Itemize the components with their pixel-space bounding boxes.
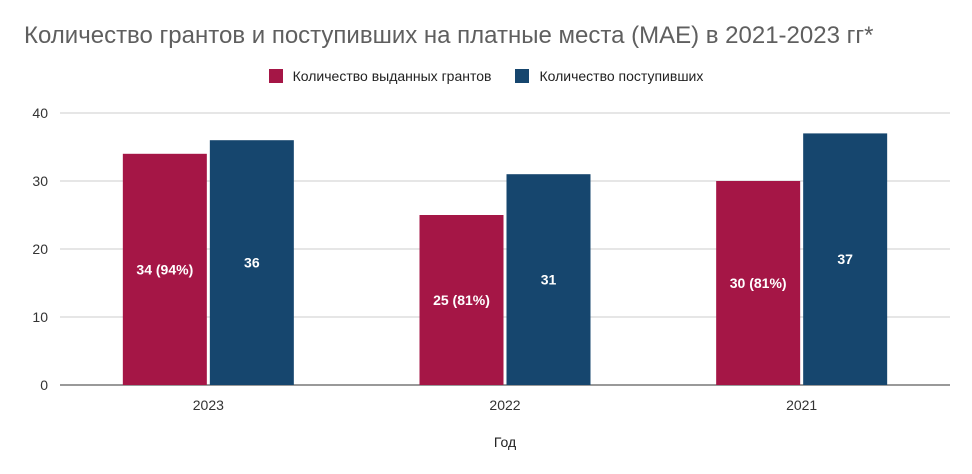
bar-enrolled-2023 [209,140,294,385]
x-tick-label-2023: 2023 [193,397,224,413]
bar-grants-2023 [122,153,207,385]
y-tick-label-0: 0 [40,377,48,393]
data-label-enrolled-2023: 36 [244,255,260,271]
data-label-enrolled-2021: 37 [837,251,853,267]
bar-enrolled-2021 [803,133,888,385]
y-tick-label-40: 40 [32,105,48,121]
legend-swatch-grants [268,69,283,83]
chart-title: Количество грантов и поступивших на плат… [24,22,874,49]
legend-item-grants: Количество выданных грантов [268,68,492,84]
bar-grants-2021 [716,181,801,385]
bar-enrolled-2022 [506,174,591,385]
data-label-grants-2022: 25 (81%) [433,292,490,308]
x-tick-label-2021: 2021 [786,397,817,413]
legend-label-grants: Количество выданных грантов [292,68,492,84]
data-label-grants-2021: 30 (81%) [730,275,787,291]
bar-grants-2022 [419,215,504,385]
legend: Количество выданных грантов Количество п… [0,68,972,84]
legend-item-enrolled: Количество поступивших [515,68,703,84]
legend-label-enrolled: Количество поступивших [539,68,704,84]
y-tick-label-20: 20 [32,241,48,257]
legend-swatch-enrolled [515,69,530,83]
x-axis-title: Год [494,434,516,450]
x-tick-label-2022: 2022 [489,397,520,413]
y-tick-label-30: 30 [32,173,48,189]
data-label-grants-2023: 34 (94%) [136,261,193,277]
data-label-enrolled-2022: 31 [541,272,557,288]
y-tick-label-10: 10 [32,309,48,325]
